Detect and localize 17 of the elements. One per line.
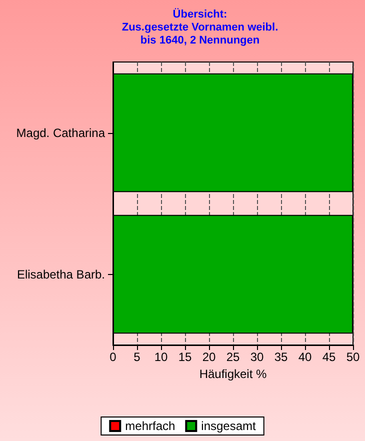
- x-tick-label: 15: [178, 350, 192, 364]
- y-tick-label: Elisabetha Barb.: [16, 267, 105, 282]
- legend-label: insgesamt: [201, 419, 257, 433]
- chart-title: Übersicht: Zus.gesetzte Vornamen weibl. bis 1640, 2 Nennungen: [122, 8, 278, 46]
- x-axis-title: Häufigkeit %: [199, 366, 268, 381]
- x-tick-label: 25: [226, 350, 240, 364]
- x-tick-label: 35: [274, 350, 288, 364]
- x-tick-label: 0: [110, 350, 117, 364]
- x-tick-label: 20: [202, 350, 216, 364]
- x-tick-label: 5: [134, 350, 141, 364]
- x-tick-label: 50: [346, 350, 360, 364]
- x-tick-label: 30: [250, 350, 264, 364]
- y-tick-label: Magd. Catharina: [16, 126, 106, 140]
- x-tick-label: 10: [154, 350, 168, 364]
- legend-label: mehrfach: [125, 419, 176, 433]
- x-tick-label: 45: [322, 350, 336, 364]
- x-tick-label: 40: [298, 350, 312, 364]
